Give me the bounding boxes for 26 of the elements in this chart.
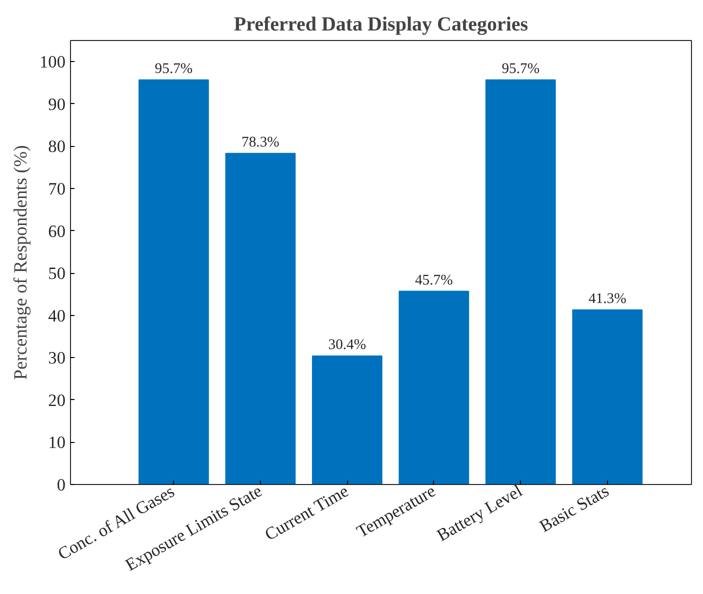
data-label: 41.3% bbox=[588, 290, 626, 307]
data-label: 30.4% bbox=[328, 336, 366, 353]
y-tick-label: 30 bbox=[48, 348, 66, 368]
bar bbox=[398, 290, 470, 484]
y-tick-label: 100 bbox=[40, 52, 66, 72]
bar bbox=[225, 152, 296, 484]
y-tick-label: 70 bbox=[48, 180, 66, 198]
y-axis-title: Percentage of Respondents (%) bbox=[10, 145, 32, 380]
y-tick-label: 0 bbox=[56, 476, 66, 494]
data-label: 95.7% bbox=[502, 60, 540, 77]
data-label: 45.7% bbox=[414, 272, 453, 288]
y-tick-label: 50 bbox=[48, 264, 66, 284]
x-tick-label: Basic Stats bbox=[536, 481, 612, 536]
y-tick-label: 80 bbox=[48, 137, 66, 156]
y-tick-label: 20 bbox=[48, 390, 66, 410]
bar bbox=[138, 79, 209, 484]
bar bbox=[572, 309, 643, 484]
chart-title: Preferred Data Display Categories bbox=[234, 14, 528, 36]
y-tick-label: 60 bbox=[48, 222, 66, 241]
y-tick-label: 40 bbox=[48, 306, 66, 326]
data-label: 95.7% bbox=[154, 60, 193, 77]
data-label: 78.3% bbox=[242, 134, 280, 150]
y-tick-label: 90 bbox=[48, 94, 66, 114]
bar bbox=[485, 79, 556, 484]
y-tick-label: 10 bbox=[48, 433, 66, 452]
bar bbox=[312, 355, 382, 484]
